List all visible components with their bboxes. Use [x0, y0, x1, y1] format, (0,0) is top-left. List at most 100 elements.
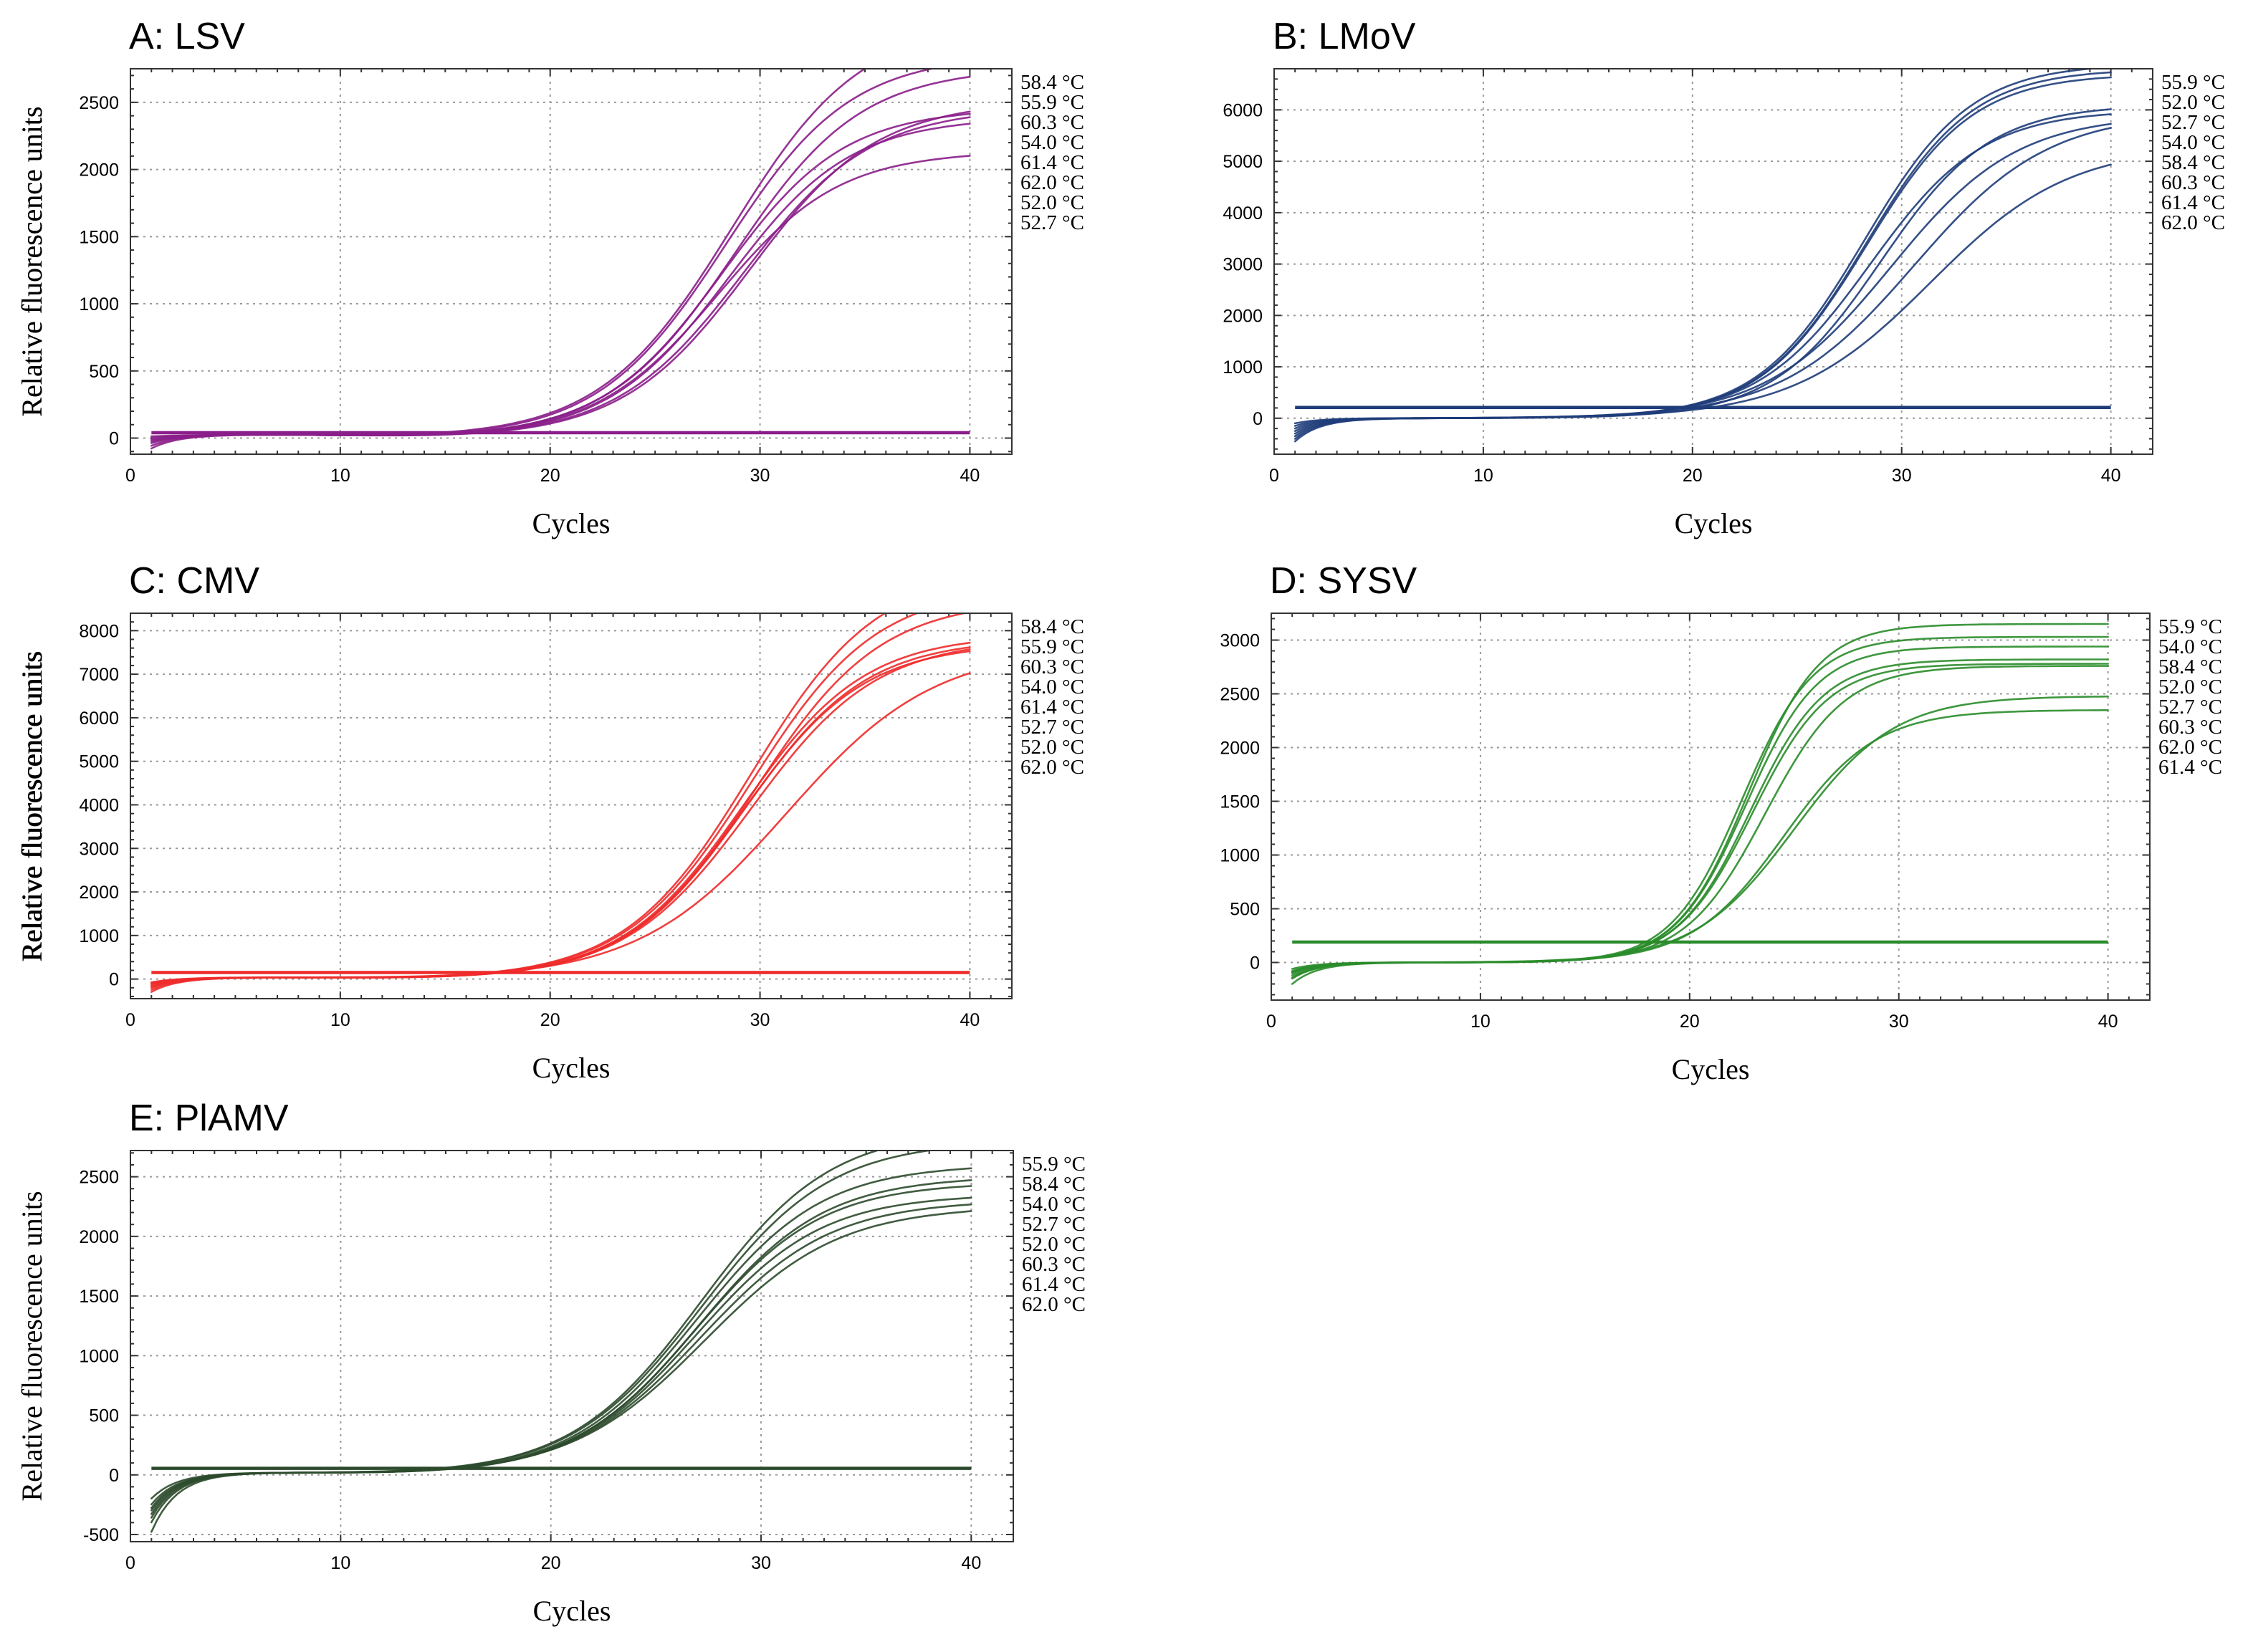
series-line-7: [1291, 709, 2109, 979]
x-tick-label: 10: [330, 466, 350, 486]
series-line-5: [150, 650, 971, 985]
series-line-2: [150, 614, 965, 989]
series-line-2: [150, 1167, 972, 1519]
series-line-4: [1293, 123, 2112, 432]
series-line-1: [150, 69, 932, 441]
series-line-1: [150, 614, 918, 991]
series-line-5: [150, 155, 971, 450]
series-line-7: [150, 1210, 972, 1509]
y-tick-label: 1500: [79, 1287, 119, 1307]
legend-label: 60.3 °C: [1022, 1253, 1086, 1276]
series-line-0: [150, 614, 886, 993]
y-tick-label: 0: [1250, 954, 1260, 974]
x-tick-label: 20: [541, 1553, 561, 1573]
y-tick-label: 2500: [79, 93, 119, 113]
x-axis-label: Cycles: [1675, 507, 1753, 539]
legend-label: 52.7 °C: [1022, 1213, 1086, 1236]
legend-label: 62.0 °C: [2158, 736, 2222, 759]
legend-label: 52.0 °C: [1020, 736, 1084, 759]
x-tick-label: 20: [540, 466, 560, 486]
x-tick-label: 0: [125, 1010, 135, 1030]
y-tick-label: 0: [109, 1466, 119, 1486]
legend-label: 61.4 °C: [2161, 191, 2225, 214]
x-tick-label: 0: [1269, 466, 1279, 486]
panel-title: B: LMoV: [1273, 16, 1416, 57]
y-tick-label: 1500: [79, 227, 119, 247]
legend-label: 62.0 °C: [2161, 211, 2225, 234]
series-line-7: [1293, 163, 2112, 425]
legend-label: 54.0 °C: [1020, 131, 1084, 154]
legend-label: 52.0 °C: [1022, 1233, 1086, 1256]
panel-title: A: LSV: [129, 16, 245, 57]
y-tick-label: 500: [89, 1406, 119, 1426]
y-tick-label: 0: [109, 970, 119, 990]
x-tick-label: 40: [960, 1010, 980, 1030]
legend-label: 62.0 °C: [1020, 171, 1084, 194]
x-tick-label: 30: [750, 1010, 770, 1030]
series-line-1: [1293, 71, 2112, 435]
legend-label: 61.4 °C: [2158, 756, 2222, 779]
legend-label: 58.4 °C: [2158, 655, 2222, 678]
y-tick-label: 6000: [79, 709, 119, 729]
legend-label: 55.9 °C: [1020, 635, 1084, 658]
panel-title: D: SYSV: [1270, 560, 1417, 602]
x-tick-label: 30: [1889, 1012, 1909, 1032]
legend-label: 58.4 °C: [2161, 151, 2225, 174]
legend-label: 52.0 °C: [2158, 676, 2222, 698]
legend-label: 55.9 °C: [1020, 91, 1084, 114]
x-tick-label: 10: [1470, 1012, 1491, 1032]
curves-group: [150, 1151, 972, 1533]
y-tick-label: 7000: [79, 665, 119, 685]
x-tick-label: 40: [2101, 466, 2121, 486]
legend-label: 54.0 °C: [2158, 635, 2222, 658]
x-axis-label: Cycles: [1672, 1053, 1750, 1085]
legend-label: 52.7 °C: [1020, 716, 1084, 739]
y-tick-label: 500: [89, 362, 119, 382]
x-tick-label: 30: [750, 466, 770, 486]
x-tick-label: 40: [961, 1553, 981, 1573]
y-tick-label: 2500: [1220, 685, 1260, 705]
legend-label: 54.0 °C: [1022, 1193, 1086, 1216]
x-tick-label: 10: [1473, 466, 1493, 486]
y-tick-label: 1500: [1220, 792, 1260, 812]
y-tick-label: 4000: [79, 795, 119, 815]
y-tick-label: 1000: [1223, 357, 1263, 378]
chart-panel-0: A: LSV 0 10 20 30 40 0 500 1000 1500 2000 2500 Cycle…: [16, 16, 1084, 539]
series-line-6: [150, 648, 971, 984]
y-tick-label: 0: [109, 429, 119, 449]
legend-label: 52.7 °C: [1020, 211, 1084, 234]
series-line-6: [1291, 695, 2109, 974]
y-tick-label: 0: [1253, 409, 1263, 429]
x-tick-label: 40: [960, 466, 980, 486]
x-tick-label: 20: [1680, 1012, 1700, 1032]
series-line-7: [150, 672, 971, 984]
y-tick-label: 2500: [79, 1168, 119, 1188]
curves-group: [150, 614, 971, 993]
legend-label: 62.0 °C: [1022, 1293, 1086, 1316]
series-line-1: [1291, 635, 2109, 972]
y-tick-label: 3000: [1223, 255, 1263, 275]
legend-label: 52.7 °C: [2161, 111, 2225, 134]
legend-label: 54.0 °C: [1020, 676, 1084, 698]
legend-label: 62.0 °C: [1020, 756, 1084, 779]
y-tick-label: 5000: [79, 752, 119, 772]
x-axis-label: Cycles: [532, 507, 611, 539]
series-line-6: [150, 1203, 972, 1499]
y-tick-label: 1000: [79, 926, 119, 946]
series-line-2: [1291, 645, 2109, 980]
y-tick-label: 6000: [1223, 100, 1263, 120]
x-tick-label: 30: [1892, 466, 1912, 486]
legend-label: 55.9 °C: [1022, 1153, 1086, 1176]
plot-frame: [130, 68, 1013, 455]
y-tick-label: 1000: [79, 294, 119, 314]
legend-label: 61.4 °C: [1022, 1273, 1086, 1296]
plot-frame: [130, 613, 1013, 999]
curves-group: [1291, 623, 2109, 985]
x-tick-label: 0: [1266, 1012, 1276, 1032]
legend-label: 55.9 °C: [2158, 615, 2222, 638]
x-tick-label: 30: [751, 1553, 771, 1573]
y-tick-label: -500: [83, 1525, 119, 1545]
legend-label: 52.0 °C: [2161, 91, 2225, 114]
